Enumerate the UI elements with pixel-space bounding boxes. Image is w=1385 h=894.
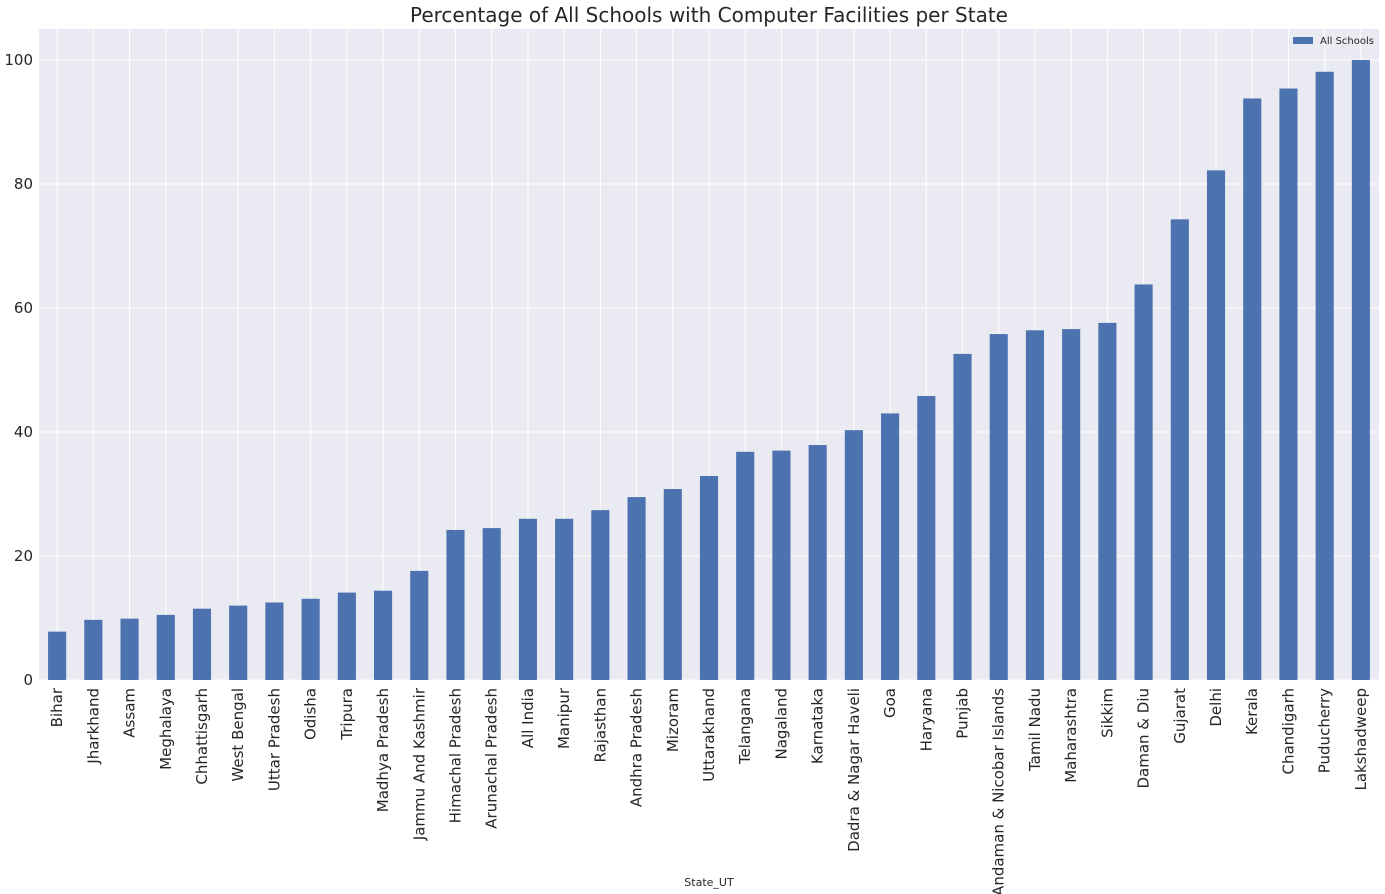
bar (1243, 98, 1262, 680)
bar (555, 518, 574, 680)
bar (482, 528, 501, 680)
bar (229, 605, 248, 680)
bar (627, 497, 646, 680)
bars (48, 60, 1370, 681)
x-tick-label: Daman & Diu (1135, 688, 1153, 789)
bar (301, 598, 320, 680)
bar (120, 618, 139, 680)
bar (663, 489, 682, 680)
bar (84, 619, 103, 680)
x-tick-label: Dadra & Nagar Haveli (845, 688, 863, 852)
bar (844, 430, 863, 680)
x-tick-label: Himachal Pradesh (446, 688, 464, 823)
x-tick-label: Assam (121, 688, 139, 738)
x-tick-label: Rajasthan (591, 688, 609, 763)
x-tick-label: Maharashtra (1062, 688, 1080, 783)
x-tick-label: Meghalaya (157, 688, 175, 770)
y-tick-label: 40 (14, 423, 33, 441)
x-tick-label: All India (519, 688, 537, 748)
bar (1025, 330, 1044, 680)
x-tick-label: Karnataka (809, 688, 827, 764)
y-tick-label: 100 (4, 51, 33, 69)
legend-label: All Schools (1320, 36, 1374, 47)
x-tick-label: Uttar Pradesh (265, 688, 283, 791)
bar (699, 476, 719, 680)
x-tick-label: Puducherry (1316, 688, 1334, 773)
x-tick-label: Delhi (1207, 688, 1225, 727)
x-tick-label: Punjab (954, 688, 972, 739)
x-tick-label: Mizoram (664, 688, 682, 752)
x-tick-label: Odisha (302, 688, 320, 740)
x-tick-label: Goa (881, 688, 899, 718)
bar (192, 608, 212, 680)
x-tick-labels: Bihar Jharkhand Assam Meghalaya Chhattisgarh… (48, 687, 1370, 894)
bar (881, 413, 900, 680)
bar (772, 450, 791, 680)
bar (953, 353, 972, 680)
y-tick-label: 0 (23, 671, 33, 689)
bar (808, 445, 827, 680)
x-tick-label: Tamil Nadu (1026, 688, 1044, 772)
x-tick-label: Chhattisgarh (193, 688, 211, 785)
x-tick-label: Haryana (917, 688, 935, 751)
x-tick-label: Madhya Pradesh (374, 688, 392, 812)
x-tick-label: Kerala (1243, 688, 1261, 735)
bar (1062, 329, 1081, 680)
bar (410, 570, 429, 680)
bar (591, 510, 610, 680)
bar (265, 602, 284, 680)
x-tick-label: Andhra Pradesh (628, 688, 646, 807)
x-tick-label: West Bengal (229, 688, 247, 782)
x-tick-label: Lakshadweep (1352, 688, 1370, 791)
bar (1206, 170, 1226, 681)
x-tick-label: Uttarakhand (700, 688, 718, 782)
legend: All Schools (1293, 36, 1374, 47)
bar (48, 631, 67, 680)
x-axis-label: State_UT (684, 876, 734, 889)
chart-title: Percentage of All Schools with Computer … (410, 3, 1008, 27)
x-tick-label: Andaman & Nicobar Islands (990, 688, 1008, 894)
bar (1315, 71, 1334, 680)
x-tick-label: Manipur (555, 687, 573, 749)
bar (1279, 88, 1298, 680)
x-tick-label: Arunachal Pradesh (483, 688, 501, 829)
bar (736, 451, 755, 680)
bar (156, 614, 175, 680)
y-tick-label: 20 (14, 547, 33, 565)
bar (917, 396, 936, 680)
x-tick-label: Chandigarh (1279, 688, 1297, 775)
bar (1134, 284, 1153, 680)
bar (337, 592, 356, 680)
bar (1170, 219, 1189, 680)
bar (989, 334, 1008, 680)
bar (1351, 60, 1370, 680)
x-tick-label: Jammu And Kashmir (410, 687, 428, 841)
x-tick-label: Bihar (48, 687, 66, 727)
y-tick-labels: 0 20 40 60 80 100 (4, 51, 33, 689)
bar (518, 518, 537, 680)
x-tick-label: Tripura (338, 688, 356, 741)
x-tick-label: Jharkhand (84, 688, 102, 765)
bar (1098, 322, 1117, 680)
y-tick-label: 60 (14, 299, 33, 317)
x-tick-label: Sikkim (1098, 688, 1116, 738)
x-tick-label: Nagaland (772, 688, 790, 760)
legend-swatch (1293, 37, 1313, 44)
x-tick-label: Telangana (736, 688, 754, 765)
y-tick-label: 80 (14, 175, 33, 193)
bar (446, 529, 465, 680)
bar (374, 590, 393, 680)
x-tick-label: Gujarat (1171, 688, 1189, 744)
